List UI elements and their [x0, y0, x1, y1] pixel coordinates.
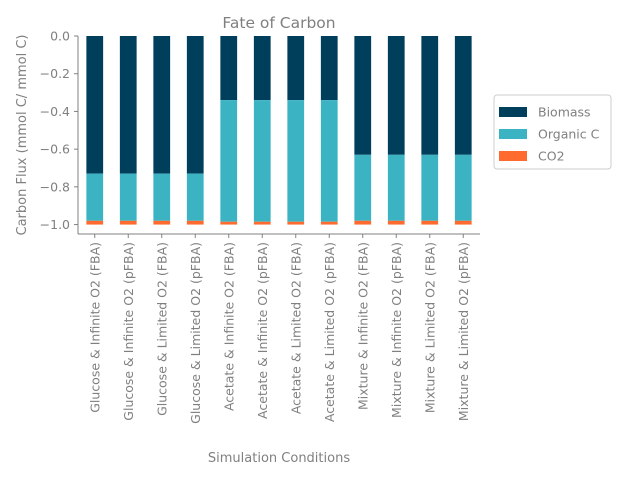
legend-swatch-biomass — [499, 107, 527, 117]
bar-segment-biomass-4 — [220, 36, 238, 101]
legend-label-biomass: Biomass — [538, 105, 591, 120]
x-axis-label: Simulation Conditions — [208, 451, 350, 466]
legend: Biomass Organic C CO2 — [493, 94, 612, 170]
bar-segment-organic-c-2 — [153, 173, 171, 221]
bar-segment-co2-2 — [153, 220, 171, 225]
chart-title: Fate of Carbon — [222, 14, 335, 32]
y-tick-label-0: 0.0 — [50, 29, 70, 44]
bar-segment-co2-9 — [387, 220, 405, 225]
bar-segment-organic-c-4 — [220, 100, 238, 222]
plot-area — [86, 36, 472, 225]
bar-segment-organic-c-11 — [454, 154, 472, 221]
bar-segment-organic-c-6 — [287, 100, 305, 222]
bar-segment-biomass-7 — [320, 36, 338, 101]
bar-segment-co2-0 — [86, 220, 104, 225]
bar-segment-biomass-6 — [287, 36, 305, 101]
bar-segment-organic-c-0 — [86, 173, 104, 221]
bar-segment-biomass-5 — [253, 36, 271, 101]
y-tick-label-3: −0.6 — [40, 142, 70, 157]
bar-segment-organic-c-3 — [186, 173, 204, 221]
bar-segment-biomass-8 — [354, 36, 372, 155]
legend-label-co2: CO2 — [538, 149, 565, 164]
y-axis: 0.0 −0.2 −0.4 −0.6 −0.8 −1.0 — [40, 29, 79, 234]
bar-segment-co2-5 — [253, 221, 271, 225]
y-tick-label-4: −0.8 — [40, 179, 70, 194]
x-axis: Glucose & Infinite O2 (FBA) Glucose & Inf… — [78, 233, 480, 424]
x-tick-label-0: Glucose & Infinite O2 (FBA) — [87, 242, 102, 413]
bar-segment-organic-c-1 — [119, 173, 137, 221]
bar-segment-co2-8 — [354, 220, 372, 225]
bar-segment-co2-6 — [287, 221, 305, 225]
x-tick-label-11: Mixture & Limited O2 (pFBA) — [456, 242, 471, 421]
bar-segment-co2-3 — [186, 220, 204, 225]
bar-segment-biomass-1 — [119, 36, 137, 174]
bar-segment-co2-1 — [119, 220, 137, 225]
x-tick-label-8: Mixture & Infinite O2 (FBA) — [355, 242, 370, 410]
x-tick-label-4: Acetate & Infinite O2 (FBA) — [221, 242, 236, 411]
x-tick-label-3: Glucose & Limited O2 (pFBA) — [188, 242, 203, 424]
bar-segment-co2-10 — [421, 220, 439, 225]
bar-segment-biomass-10 — [421, 36, 439, 155]
bar-segment-co2-4 — [220, 221, 238, 225]
y-axis-label: Carbon Flux (mmol C/ mmol C) — [15, 35, 30, 236]
y-tick-label-5: −1.0 — [40, 217, 70, 232]
x-tick-label-5: Acetate & Infinite O2 (pFBA) — [255, 242, 270, 419]
x-tick-label-10: Mixture & Limited O2 (FBA) — [422, 242, 437, 413]
legend-swatch-co2 — [499, 151, 527, 161]
y-tick-label-2: −0.4 — [40, 104, 70, 119]
bar-segment-organic-c-10 — [421, 154, 439, 221]
y-tick-label-1: −0.2 — [40, 66, 70, 81]
x-tick-label-6: Acetate & Limited O2 (FBA) — [288, 242, 303, 414]
legend-swatch-organic-c — [499, 129, 527, 139]
bar-segment-biomass-9 — [387, 36, 405, 155]
bar-segment-biomass-2 — [153, 36, 171, 174]
bar-segment-co2-7 — [320, 221, 338, 225]
bar-segment-organic-c-7 — [320, 100, 338, 222]
x-tick-label-9: Mixture & Infinite O2 (pFBA) — [389, 242, 404, 418]
bar-segment-biomass-0 — [86, 36, 104, 174]
bar-segment-co2-11 — [454, 220, 472, 225]
bar-segment-organic-c-5 — [253, 100, 271, 222]
bar-segment-biomass-3 — [186, 36, 204, 174]
x-tick-label-1: Glucose & Infinite O2 (pFBA) — [121, 242, 136, 421]
x-tick-label-2: Glucose & Limited O2 (FBA) — [154, 242, 169, 416]
bar-segment-organic-c-9 — [387, 154, 405, 221]
legend-label-organic-c: Organic C — [538, 127, 600, 142]
bar-segment-organic-c-8 — [354, 154, 372, 221]
x-tick-label-7: Acetate & Limited O2 (pFBA) — [322, 242, 337, 422]
bar-segment-biomass-11 — [454, 36, 472, 155]
